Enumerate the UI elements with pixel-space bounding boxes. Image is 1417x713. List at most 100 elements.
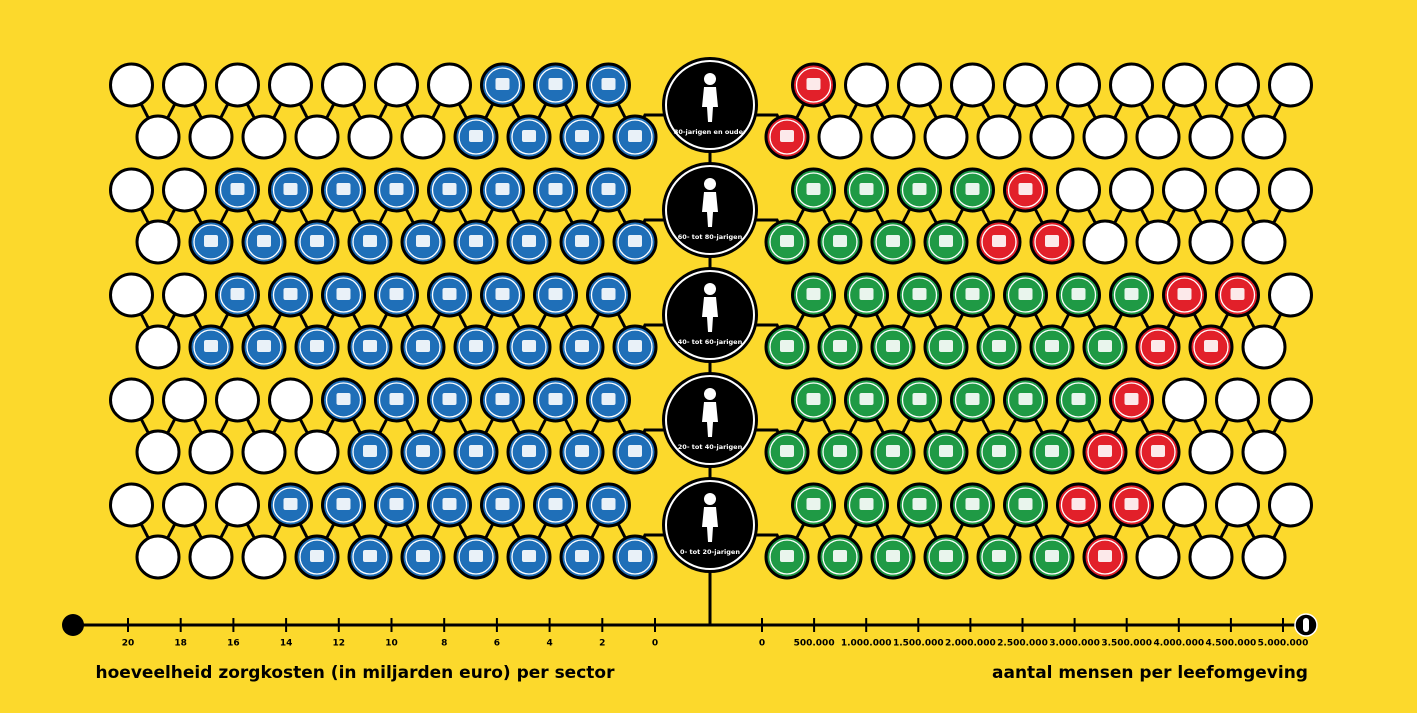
unit-ring xyxy=(769,119,805,155)
tick-label: 12 xyxy=(333,639,346,649)
unit-ring xyxy=(272,487,309,523)
unit-icon xyxy=(992,235,1006,247)
unit-ring xyxy=(1007,277,1044,313)
empty-unit xyxy=(188,534,234,580)
unit-icon xyxy=(965,288,980,300)
unit-ring xyxy=(325,382,362,418)
unit-ring xyxy=(431,277,468,313)
tick-label: 5.000.000 xyxy=(1258,639,1309,649)
unit-icon xyxy=(469,445,483,457)
left-axis-title: hoeveelheid zorgkosten (in miljarden eur… xyxy=(96,663,616,683)
unit-icon xyxy=(548,183,563,195)
unit-ring xyxy=(1007,382,1044,418)
unit-icon xyxy=(522,130,536,142)
tick-label: 20 xyxy=(122,639,135,649)
unit-icon xyxy=(939,445,953,457)
empty-unit xyxy=(1241,114,1287,160)
empty-unit xyxy=(347,114,393,160)
empty-unit xyxy=(215,377,260,423)
unit-ring xyxy=(246,224,282,260)
unit-icon xyxy=(204,340,218,352)
unit-ring xyxy=(795,172,832,208)
unit-ring xyxy=(928,329,964,365)
unit-ring xyxy=(822,539,858,575)
unit-icon xyxy=(1018,183,1033,195)
empty-unit xyxy=(215,62,260,108)
unit-icon xyxy=(628,550,642,562)
unit-ring xyxy=(875,434,911,470)
unit-icon xyxy=(442,183,457,195)
unit-icon xyxy=(522,340,536,352)
unit-ring xyxy=(511,329,547,365)
empty-unit xyxy=(241,429,287,475)
empty-unit xyxy=(1135,114,1181,160)
empty-unit xyxy=(188,114,234,160)
unit-ring xyxy=(901,277,938,313)
empty-unit xyxy=(1056,62,1101,108)
unit-ring xyxy=(405,539,441,575)
connector xyxy=(130,501,670,561)
unit-icon xyxy=(495,183,510,195)
unit-icon xyxy=(575,130,589,142)
unit-ring xyxy=(219,172,256,208)
unit-ring xyxy=(981,224,1017,260)
unit-icon xyxy=(886,235,900,247)
unit-ring xyxy=(875,539,911,575)
unit-ring xyxy=(822,329,858,365)
empty-unit xyxy=(950,62,995,108)
unit-ring xyxy=(875,224,911,260)
tick-label: 14 xyxy=(280,639,293,649)
tick-label: 1.000.000 xyxy=(841,639,892,649)
empty-unit xyxy=(162,167,207,213)
empty-unit xyxy=(321,62,366,108)
empty-unit xyxy=(215,482,260,528)
empty-unit xyxy=(1241,534,1287,580)
unit-icon xyxy=(939,235,953,247)
unit-ring xyxy=(901,172,938,208)
unit-icon xyxy=(780,550,794,562)
unit-ring xyxy=(537,382,574,418)
euro-icon xyxy=(62,614,84,636)
unit-ring xyxy=(405,434,441,470)
empty-unit xyxy=(135,219,181,265)
unit-ring xyxy=(590,172,627,208)
empty-unit xyxy=(1268,377,1313,423)
tick-label: 500.000 xyxy=(794,639,835,649)
unit-ring xyxy=(458,224,494,260)
unit-icon xyxy=(806,78,821,90)
unit-icon xyxy=(548,78,563,90)
unit-icon xyxy=(859,393,874,405)
unit-icon xyxy=(336,288,351,300)
unit-icon xyxy=(833,550,847,562)
unit-icon xyxy=(1230,288,1245,300)
age-label: 60- tot 80-jarigen xyxy=(678,233,743,241)
empty-unit xyxy=(1135,219,1181,265)
tick-label: 16 xyxy=(227,639,240,649)
age-label: 40- tot 60-jarigen xyxy=(678,338,743,346)
unit-ring xyxy=(378,277,415,313)
unit-ring xyxy=(484,277,521,313)
unit-icon xyxy=(548,498,563,510)
unit-ring xyxy=(1060,277,1097,313)
empty-unit xyxy=(1162,167,1207,213)
unit-ring xyxy=(299,329,335,365)
empty-unit xyxy=(1268,482,1313,528)
unit-icon xyxy=(575,340,589,352)
unit-ring xyxy=(795,277,832,313)
unit-ring xyxy=(537,277,574,313)
unit-icon xyxy=(1045,235,1059,247)
unit-icon xyxy=(522,550,536,562)
unit-icon xyxy=(1071,498,1086,510)
unit-ring xyxy=(511,224,547,260)
unit-ring xyxy=(537,172,574,208)
unit-ring xyxy=(1087,434,1123,470)
unit-ring xyxy=(1034,434,1070,470)
empty-unit xyxy=(162,377,207,423)
figure-head xyxy=(704,388,716,400)
empty-unit xyxy=(1109,62,1154,108)
unit-icon xyxy=(965,393,980,405)
empty-unit xyxy=(400,114,446,160)
unit-ring xyxy=(272,172,309,208)
unit-ring xyxy=(431,382,468,418)
